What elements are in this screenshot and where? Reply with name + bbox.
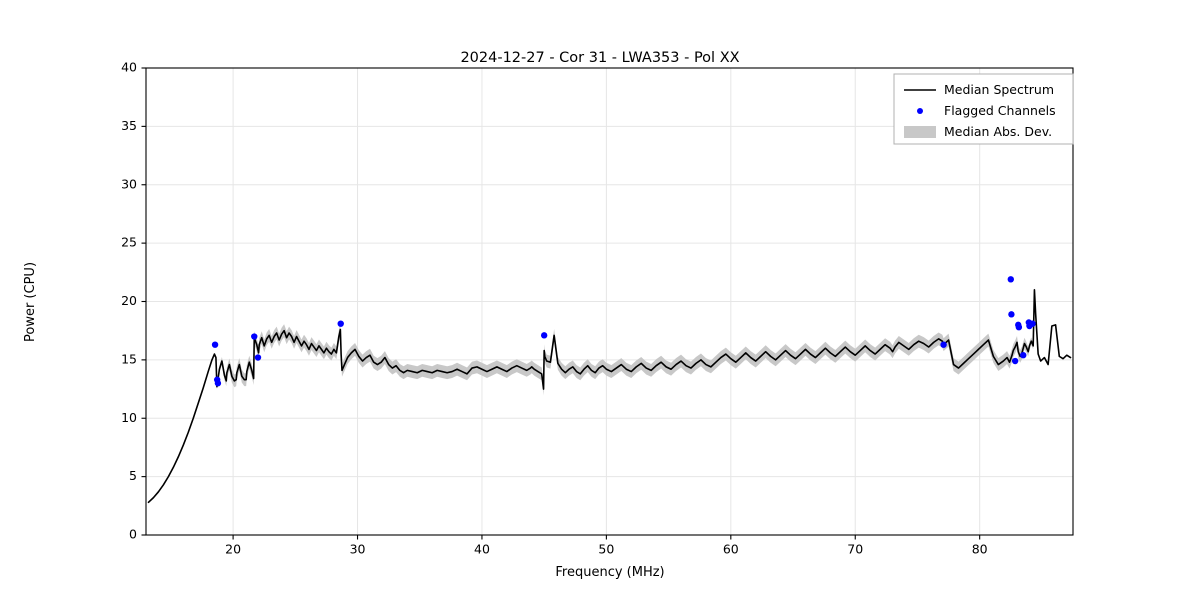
legend-label: Median Abs. Dev. [944,124,1052,139]
legend-label: Flagged Channels [944,103,1056,118]
legend-label: Median Spectrum [944,82,1054,97]
x-tick-label: 80 [972,542,988,557]
page-title: 2024-12-27 - Cor 31 - LWA353 - Pol XX [460,50,739,66]
flagged-channel-dot [1007,276,1014,283]
flagged-channel-dot [1015,323,1023,331]
legend-marker-swatch [917,108,923,114]
y-tick-label: 10 [121,410,137,425]
flagged-channel-markers [211,276,1036,387]
x-tick-label: 50 [598,542,614,557]
axis-ticks: 0 5 10 15 20 25 30 35 40 20 30 40 50 60 70 80 [121,60,988,557]
median-spectrum-path [147,289,1072,504]
grid-lines [146,67,1073,535]
y-axis-label: Power (CPU) [23,262,38,342]
flagged-channel-dot [1008,311,1015,318]
legend-patch-swatch [904,126,936,138]
flagged-channel-dot [1011,357,1019,365]
x-axis-label: Frequency (MHz) [555,565,664,580]
flagged-channel-dot [1029,320,1036,327]
flagged-channel-dot [214,380,222,387]
x-tick-label: 20 [225,542,241,557]
flagged-channel-dot [540,332,548,339]
flagged-channel-dot [940,341,947,348]
y-tick-label: 25 [121,235,137,250]
y-tick-label: 5 [129,468,137,483]
x-tick-label: 60 [723,542,739,557]
x-tick-label: 30 [350,542,366,557]
y-tick-label: 15 [121,351,137,366]
y-tick-label: 30 [121,176,137,191]
y-tick-label: 40 [121,60,137,75]
flagged-channel-dot [251,333,258,340]
median-abs-dev-band [215,286,1036,396]
x-tick-label: 70 [847,542,863,557]
flagged-channel-dot [337,320,344,327]
median-spectrum-line [147,289,1072,504]
y-tick-label: 0 [129,527,137,542]
y-tick-label: 20 [121,293,137,308]
flagged-channel-dot [254,354,262,361]
chart-legend[interactable]: Median Spectrum Flagged Channels Median Ab… [893,73,1074,145]
x-tick-label: 40 [474,542,490,557]
flagged-channel-dot [211,341,219,348]
mad-band-area [215,286,1036,396]
y-tick-label: 35 [121,118,137,133]
flagged-channel-dot [1020,352,1027,359]
